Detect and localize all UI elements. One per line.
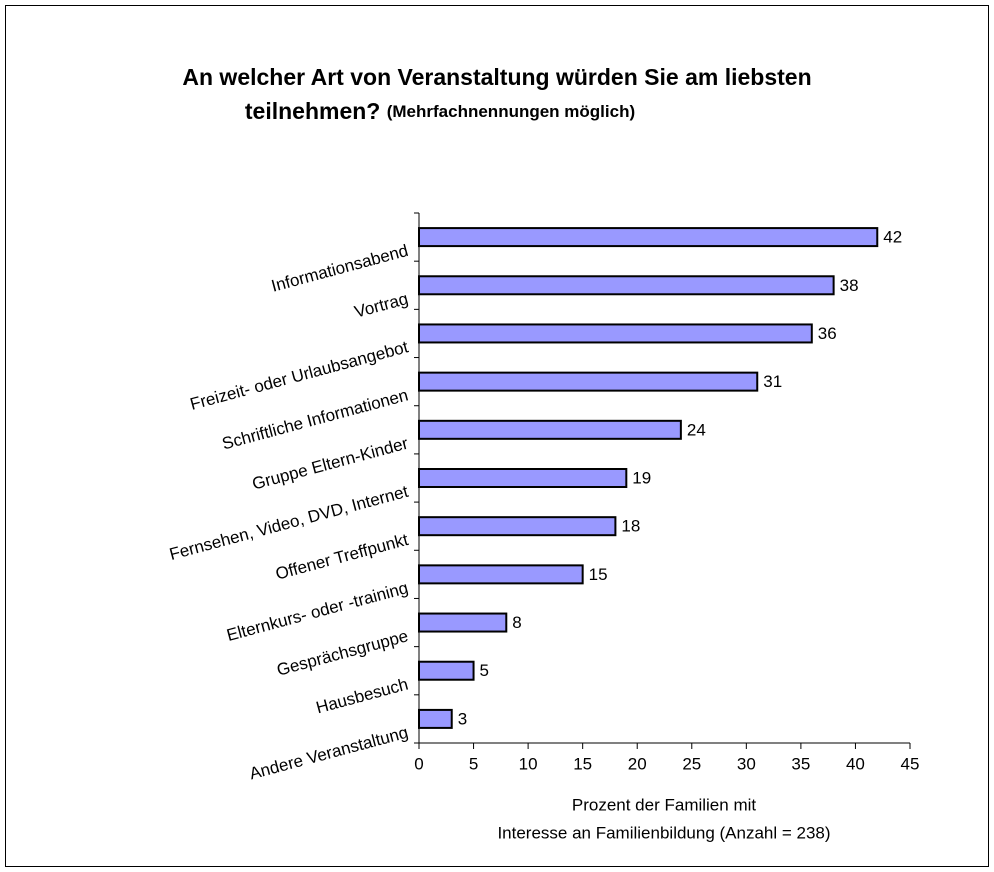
bar (418, 227, 879, 248)
bar (418, 468, 628, 488)
bar (418, 275, 835, 296)
chart-title: An welcher Art von Veranstaltung würden … (182, 64, 811, 90)
value-label: 18 (621, 517, 640, 536)
x-tick-label: 25 (682, 754, 701, 773)
bar (418, 371, 759, 392)
x-tick-label: 5 (469, 754, 478, 773)
x-tick-label: 0 (414, 754, 423, 773)
bar (418, 708, 453, 729)
x-tick-label: 10 (519, 754, 538, 773)
x-tick-label: 20 (628, 754, 647, 773)
value-label: 3 (458, 709, 467, 728)
bar (418, 516, 617, 537)
value-label: 38 (840, 276, 859, 295)
bar (418, 660, 475, 681)
x-axis-label: Prozent der Familien mit (572, 795, 757, 814)
bar (418, 564, 584, 585)
chart-subtitle: (Mehrfachnennungen möglich) (387, 102, 635, 121)
value-label: 24 (687, 420, 706, 439)
bar (418, 323, 813, 344)
value-label: 8 (512, 613, 521, 632)
value-label: 5 (480, 661, 489, 680)
x-tick-label: 35 (791, 754, 810, 773)
x-tick-label: 40 (846, 754, 865, 773)
value-label: 42 (883, 228, 902, 247)
value-label: 19 (632, 468, 651, 487)
x-tick-label: 45 (901, 754, 920, 773)
x-axis-label: Interesse an Familienbildung (Anzahl = 2… (497, 823, 830, 842)
value-label: 15 (589, 565, 608, 584)
chart-title: teilnehmen? (245, 98, 380, 124)
value-label: 36 (818, 324, 837, 343)
x-tick-label: 30 (737, 754, 756, 773)
value-label: 31 (763, 372, 782, 391)
bar (418, 419, 682, 440)
chart-title: teilnehmen? (Mehrfachnennungen möglich) (245, 98, 635, 124)
bar (418, 612, 508, 633)
x-tick-label: 15 (573, 754, 592, 773)
